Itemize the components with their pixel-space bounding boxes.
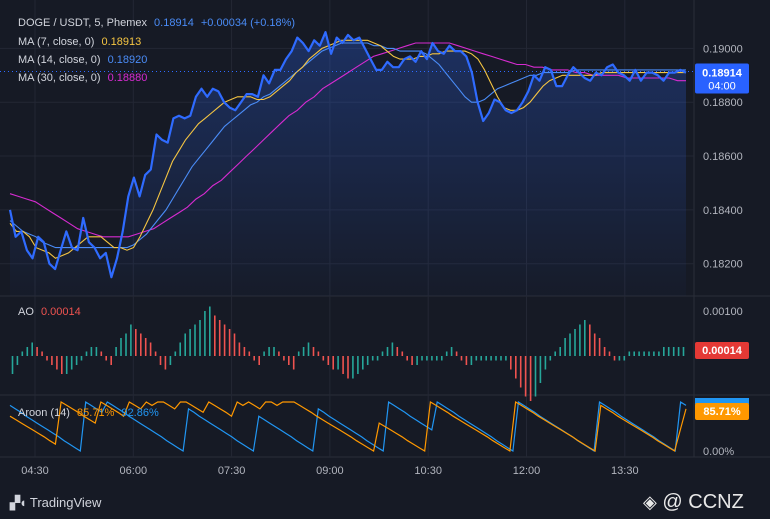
- ao-tick-label: 0.00100: [703, 306, 743, 318]
- ao-badge-value: 0.00014: [702, 345, 743, 357]
- aroon-pane[interactable]: [9, 400, 687, 453]
- ma14-value: 0.18920: [107, 54, 148, 66]
- price-badge-value: 0.18914: [702, 68, 743, 80]
- ma14-legend[interactable]: MA (14, close, 0) 0.18920: [18, 54, 151, 66]
- ma7-line: [9, 39, 686, 259]
- time-tick-label: 13:30: [611, 465, 639, 477]
- tradingview-branding[interactable]: ▞◖ TradingView: [10, 495, 101, 511]
- aroon-up-line: [9, 401, 687, 452]
- ma30-legend[interactable]: MA (30, close, 0) 0.18880: [18, 72, 151, 84]
- price-tick-label: 0.18600: [703, 151, 743, 163]
- ma7-value: 0.18913: [101, 36, 142, 48]
- ao-value: 0.00014: [40, 306, 81, 318]
- aroon-legend[interactable]: Aroon (14) 85.71% 92.86%: [18, 407, 163, 419]
- aroon-up-badge: [695, 403, 749, 420]
- price-line: [8, 31, 687, 279]
- price-badge: [695, 63, 749, 94]
- aroon-label: Aroon (14): [18, 407, 70, 419]
- time-tick-label: 12:00: [513, 465, 541, 477]
- ma14-line: [9, 42, 686, 249]
- ao-badge: [695, 342, 749, 359]
- aroon-down-badge: [695, 398, 749, 404]
- time-tick-label: 09:00: [316, 465, 344, 477]
- aroon-up-value: 85.71%: [77, 407, 115, 419]
- ma14-label: MA (14, close, 0): [18, 54, 101, 66]
- ao-pane[interactable]: [11, 306, 685, 402]
- price-pane[interactable]: [0, 31, 694, 296]
- last-price: 0.18914: [154, 17, 194, 29]
- time-tick-label: 10:30: [414, 465, 442, 477]
- symbol-title: DOGE / USDT, 5, Phemex: [18, 17, 147, 29]
- axes: 0.19000 0.18800 0.18600 0.18400 0.18200 04:30…: [21, 43, 749, 477]
- ao-legend[interactable]: AO 0.00014: [18, 306, 85, 318]
- time-tick-label: 07:30: [218, 465, 246, 477]
- ma30-value: 0.18880: [107, 72, 148, 84]
- price-tick-label: 0.18200: [703, 259, 743, 271]
- symbol-legend: DOGE / USDT, 5, Phemex 0.18914 +0.00034 …: [18, 17, 299, 29]
- aroon-tick-label: 0.00%: [703, 446, 734, 458]
- price-tick-label: 0.18400: [703, 205, 743, 217]
- ao-label: AO: [18, 306, 34, 318]
- price-tick-label: 0.18800: [703, 97, 743, 109]
- time-tick-label: 06:00: [120, 465, 148, 477]
- ccnz-watermark: ◈ @ CCNZ: [643, 491, 744, 514]
- price-tick-label: 0.19000: [703, 43, 743, 55]
- ccnz-logo-icon: ◈: [643, 492, 657, 512]
- aroon-badge-value: 85.71%: [703, 406, 741, 418]
- ma7-legend[interactable]: MA (7, close, 0) 0.18913: [18, 36, 145, 48]
- aroon-down-value: 92.86%: [121, 407, 159, 419]
- ccnz-label: @ CCNZ: [662, 491, 744, 513]
- tradingview-label: TradingView: [29, 495, 102, 510]
- time-tick-label: 04:30: [21, 465, 49, 477]
- tradingview-logo-icon: ▞◖: [10, 495, 27, 510]
- ma7-label: MA (7, close, 0): [18, 36, 95, 48]
- price-badge-countdown: 04:00: [708, 81, 736, 93]
- price-area-fill: [10, 32, 686, 296]
- price-change: +0.00034 (+0.18%): [200, 17, 296, 29]
- ma30-label: MA (30, close, 0): [18, 72, 101, 84]
